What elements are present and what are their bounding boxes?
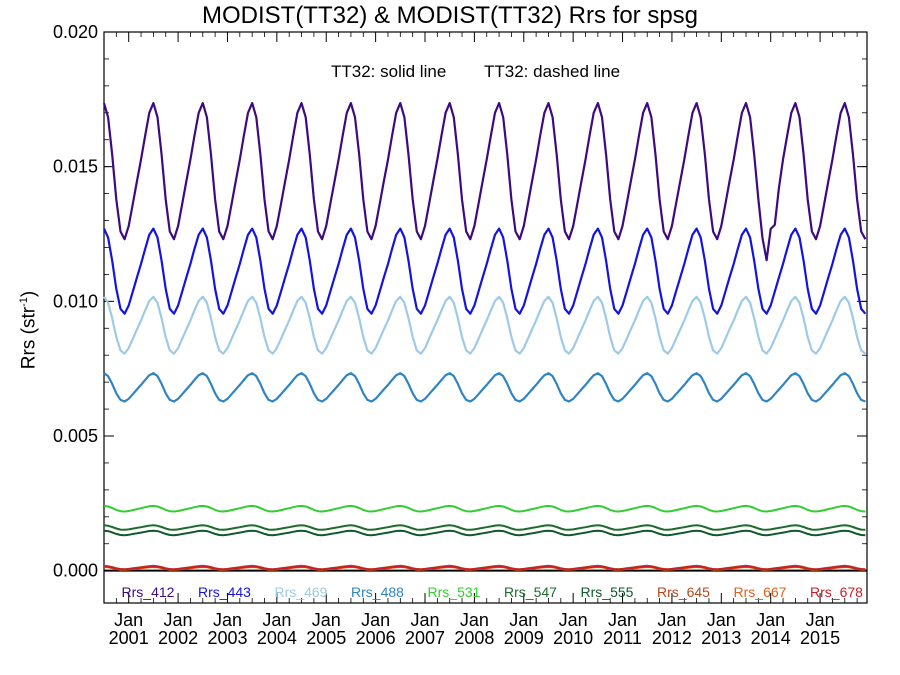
x-tick-year-1: 2002	[158, 628, 198, 648]
x-tick-year-13: 2014	[751, 628, 791, 648]
x-tick-year-7: 2008	[454, 628, 494, 648]
legend-rrs-645: Rrs_645	[657, 584, 710, 600]
legend-rrs-412: Rrs_412	[122, 584, 175, 600]
x-tick-year-9: 2010	[553, 628, 593, 648]
x-tick-year-11: 2012	[652, 628, 692, 648]
x-tick-month-13: Jan	[756, 610, 785, 630]
x-tick-year-8: 2009	[504, 628, 544, 648]
x-tick-year-4: 2005	[306, 628, 346, 648]
series-line-rrs-678	[103, 565, 866, 571]
x-tick-month-11: Jan	[657, 610, 686, 630]
x-tick-month-1: Jan	[164, 610, 193, 630]
annotation-solid: TT32: solid line	[331, 62, 447, 81]
x-tick-year-6: 2007	[405, 628, 445, 648]
x-tick-year-5: 2006	[356, 628, 396, 648]
x-tick-month-9: Jan	[559, 610, 588, 630]
x-tick-year-10: 2011	[603, 628, 642, 648]
x-tick-month-6: Jan	[410, 610, 439, 630]
y-tick-label-4: 0.020	[53, 22, 98, 42]
y-tick-label-1: 0.005	[53, 426, 98, 446]
legend-rrs-469: Rrs_469	[275, 584, 328, 600]
y-tick-label-2: 0.010	[53, 291, 98, 311]
legend-rrs-488: Rrs_488	[351, 584, 404, 600]
annotation-dashed: TT32: dashed line	[484, 62, 621, 81]
x-tick-month-0: Jan	[114, 610, 143, 630]
chart-title: MODIST(TT32) & MODIST(TT32) Rrs for spsg	[201, 2, 699, 29]
x-tick-month-3: Jan	[262, 610, 291, 630]
plot-frame	[103, 31, 868, 604]
x-tick-year-3: 2004	[257, 628, 297, 648]
y-tick-label-3: 0.015	[53, 157, 98, 177]
x-tick-month-12: Jan	[707, 610, 736, 630]
legend-rrs-667: Rrs_667	[734, 584, 787, 600]
series-line-rrs-412	[102, 102, 867, 262]
series-line-rrs-488	[103, 372, 866, 403]
x-tick-month-8: Jan	[509, 610, 538, 630]
series-line-rrs-443	[103, 227, 867, 315]
legend-rrs-555: Rrs_555	[581, 584, 634, 600]
x-tick-month-5: Jan	[361, 610, 390, 630]
x-tick-year-2: 2003	[207, 628, 247, 648]
x-tick-year-12: 2013	[701, 628, 741, 648]
legend-rrs-531: Rrs_531	[428, 584, 481, 600]
series-line-rrs-555	[103, 529, 866, 537]
x-tick-month-10: Jan	[608, 610, 637, 630]
y-tick-label-0: 0.000	[53, 561, 98, 581]
legend-rrs-678: Rrs_678	[810, 584, 863, 600]
series-line-rrs-531	[103, 504, 866, 513]
x-tick-year-0: 2001	[109, 628, 149, 648]
x-tick-year-14: 2015	[800, 628, 840, 648]
legend-rrs-547: Rrs_547	[504, 584, 557, 600]
x-tick-month-2: Jan	[213, 610, 242, 630]
x-tick-month-4: Jan	[312, 610, 341, 630]
legend-rrs-443: Rrs_443	[198, 584, 251, 600]
series-line-rrs-547	[103, 524, 866, 531]
series-line-rrs-469	[103, 295, 867, 355]
x-tick-month-14: Jan	[806, 610, 835, 630]
x-tick-month-7: Jan	[460, 610, 489, 630]
